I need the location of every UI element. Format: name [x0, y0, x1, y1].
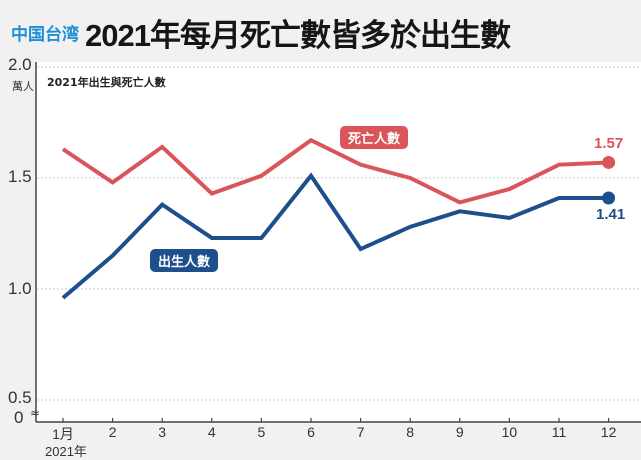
header: 中国台湾 2021年每月死亡數皆多於出生數 — [0, 12, 511, 53]
x-axis-year-label: 2021年 — [45, 444, 87, 459]
births-line — [61, 172, 609, 300]
x-tick-label: 7 — [356, 424, 365, 440]
x-tick-label: 5 — [257, 424, 266, 440]
y-tick-1-0: 1.0 — [8, 279, 32, 298]
y-axis-unit: 萬人 — [12, 80, 34, 93]
x-tick-label: 8 — [406, 424, 415, 440]
x-tick-label: 12 — [600, 424, 617, 440]
deaths-line — [61, 137, 609, 205]
axis-break-icon: ≈ — [30, 406, 40, 420]
x-tick-label: 10 — [501, 424, 518, 440]
plot-area — [36, 62, 641, 422]
births-end-dot — [602, 191, 616, 205]
deaths-end-value: 1.57 — [594, 135, 624, 152]
y-tick-0-5: 0.5 — [8, 388, 32, 407]
x-tick-label: 6 — [307, 424, 315, 440]
x-tick-label: 4 — [207, 424, 216, 440]
y-tick-2-0: 2.0 — [8, 55, 32, 74]
y-tick-1-5: 1.5 — [8, 167, 32, 186]
x-tick-label: 3 — [158, 424, 167, 440]
x-tick-label: 9 — [455, 424, 464, 440]
deaths-end-dot — [602, 155, 616, 169]
chart-subtitle: 2021年出生與死亡人數 — [47, 76, 166, 89]
x-tick-label: 1月 — [52, 426, 74, 442]
region-label: 中国台湾 — [11, 24, 79, 45]
legend-births: 出生人數 — [150, 249, 219, 272]
legend-deaths: 死亡人數 — [340, 126, 409, 149]
x-tick-label: 11 — [551, 424, 567, 440]
chart-title: 2021年每月死亡數皆多於出生數 — [85, 17, 511, 53]
x-tick-label: 2 — [108, 424, 117, 440]
y-tick-0: 0 — [14, 408, 24, 427]
births-end-value: 1.41 — [596, 206, 626, 223]
